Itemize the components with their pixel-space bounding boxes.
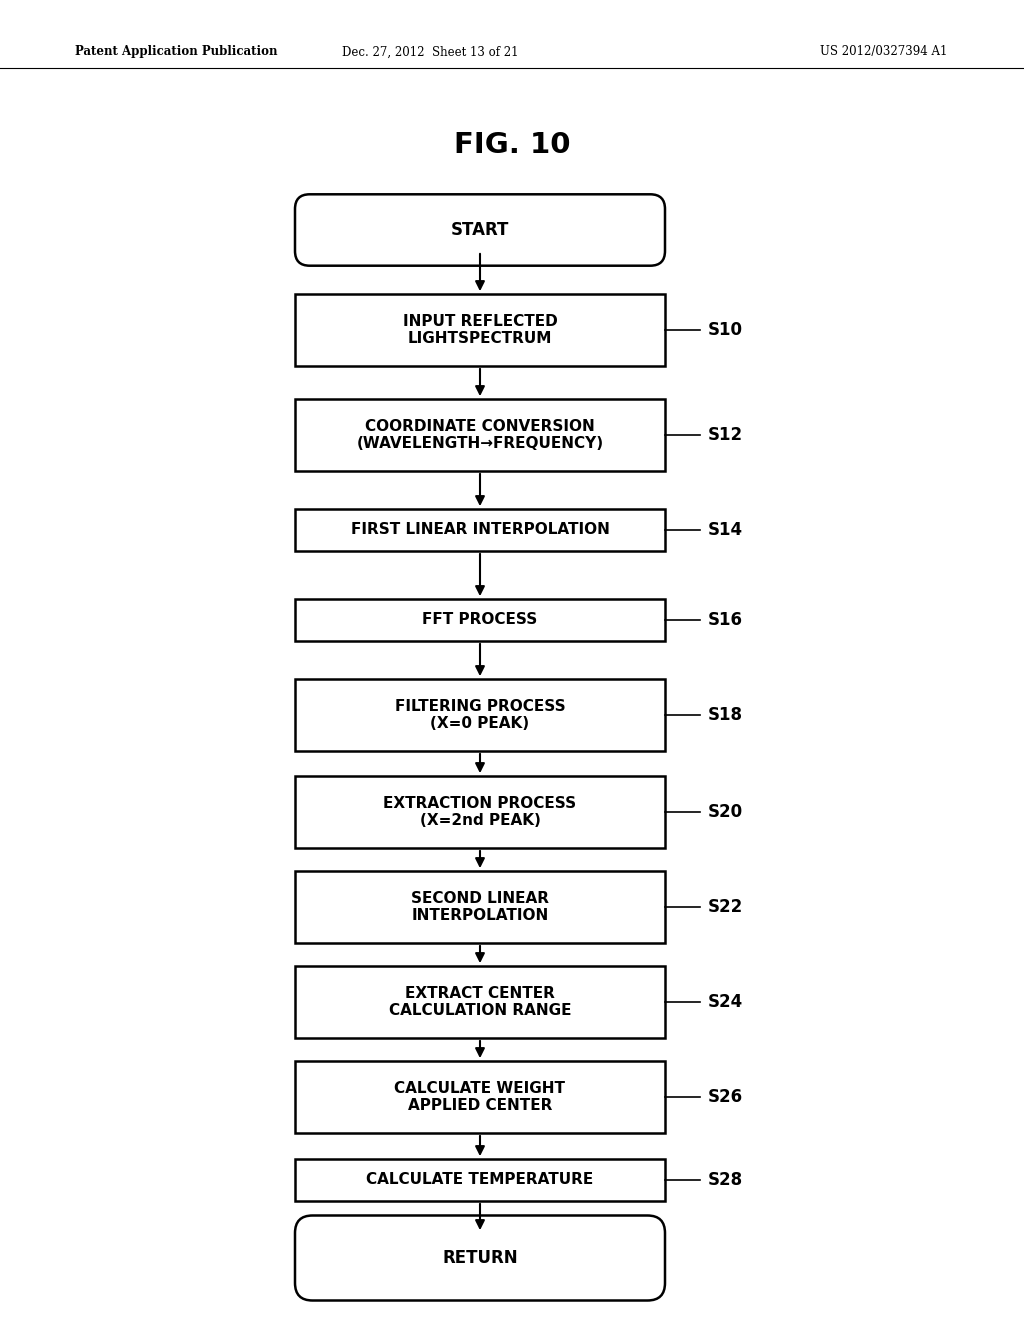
Text: US 2012/0327394 A1: US 2012/0327394 A1 xyxy=(820,45,947,58)
Bar xyxy=(295,776,665,847)
Text: S24: S24 xyxy=(708,993,743,1011)
Bar xyxy=(295,1061,665,1133)
Text: CALCULATE TEMPERATURE: CALCULATE TEMPERATURE xyxy=(367,1172,594,1188)
Text: S22: S22 xyxy=(708,898,743,916)
Text: RETURN: RETURN xyxy=(442,1249,518,1267)
FancyBboxPatch shape xyxy=(295,194,665,265)
Bar xyxy=(295,599,665,642)
Text: S28: S28 xyxy=(708,1171,743,1189)
Text: Patent Application Publication: Patent Application Publication xyxy=(75,45,278,58)
Text: SECOND LINEAR
INTERPOLATION: SECOND LINEAR INTERPOLATION xyxy=(411,891,549,923)
Bar xyxy=(295,871,665,942)
Text: S26: S26 xyxy=(708,1088,743,1106)
Text: EXTRACTION PROCESS
(X=2nd PEAK): EXTRACTION PROCESS (X=2nd PEAK) xyxy=(383,796,577,828)
Text: S16: S16 xyxy=(708,611,743,630)
Text: FILTERING PROCESS
(X=0 PEAK): FILTERING PROCESS (X=0 PEAK) xyxy=(394,698,565,731)
Text: S18: S18 xyxy=(708,706,743,723)
Text: CALCULATE WEIGHT
APPLIED CENTER: CALCULATE WEIGHT APPLIED CENTER xyxy=(394,1081,565,1113)
Bar xyxy=(295,678,665,751)
Text: START: START xyxy=(451,220,509,239)
Text: Dec. 27, 2012  Sheet 13 of 21: Dec. 27, 2012 Sheet 13 of 21 xyxy=(342,45,518,58)
Text: S10: S10 xyxy=(708,321,743,339)
Text: INPUT REFLECTED
LIGHTSPECTRUM: INPUT REFLECTED LIGHTSPECTRUM xyxy=(402,314,557,346)
Text: COORDINATE CONVERSION
(WAVELENGTH→FREQUENCY): COORDINATE CONVERSION (WAVELENGTH→FREQUE… xyxy=(356,418,603,451)
Text: FFT PROCESS: FFT PROCESS xyxy=(422,612,538,627)
Text: EXTRACT CENTER
CALCULATION RANGE: EXTRACT CENTER CALCULATION RANGE xyxy=(389,986,571,1018)
Bar xyxy=(295,966,665,1038)
Bar xyxy=(295,294,665,366)
Bar xyxy=(295,399,665,471)
Text: S14: S14 xyxy=(708,521,743,539)
Bar xyxy=(295,510,665,550)
Text: S12: S12 xyxy=(708,426,743,444)
Text: FIG. 10: FIG. 10 xyxy=(454,131,570,158)
Text: FIRST LINEAR INTERPOLATION: FIRST LINEAR INTERPOLATION xyxy=(350,523,609,537)
Text: S20: S20 xyxy=(708,803,743,821)
FancyBboxPatch shape xyxy=(295,1216,665,1300)
Bar xyxy=(295,1159,665,1201)
